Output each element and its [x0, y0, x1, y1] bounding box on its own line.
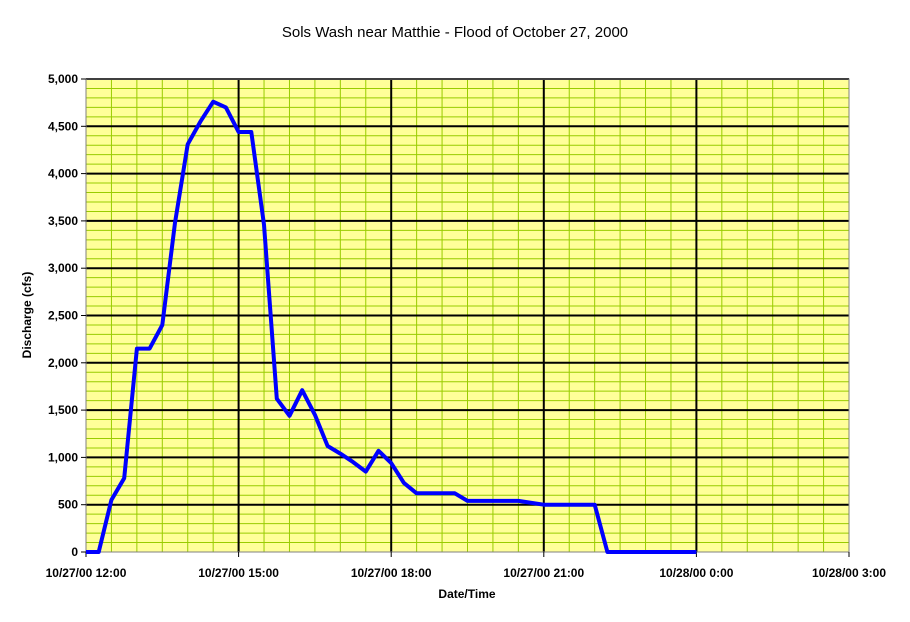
y-tick-label: 1,000 — [48, 450, 78, 464]
x-tick-label: 10/27/00 21:00 — [503, 566, 584, 580]
y-tick-label: 3,000 — [48, 261, 78, 275]
y-tick-label: 0 — [71, 545, 78, 559]
x-axis-label: Date/Time — [438, 587, 495, 601]
y-tick-label: 4,000 — [48, 167, 78, 181]
y-tick-label: 2,500 — [48, 309, 78, 323]
axis-ticks — [81, 78, 850, 557]
x-tick-label: 10/27/00 15:00 — [198, 566, 279, 580]
x-tick-label: 10/28/00 3:00 — [812, 566, 886, 580]
x-tick-label: 10/27/00 12:00 — [46, 566, 127, 580]
x-tick-labels: 10/27/00 12:00 10/27/00 15:00 10/27/00 18:… — [46, 566, 887, 580]
y-axis-label: Discharge (cfs) — [20, 272, 34, 359]
x-tick-label: 10/28/00 0:00 — [659, 566, 733, 580]
y-tick-label: 3,500 — [48, 214, 78, 228]
chart-title: Sols Wash near Matthie - Flood of Octobe… — [282, 24, 628, 41]
y-tick-label: 4,500 — [48, 119, 78, 133]
series-line-discharge — [86, 99, 697, 554]
minor-gridlines — [86, 79, 849, 552]
series-layer — [86, 99, 697, 554]
y-tick-labels: 0 500 1,000 1,500 2,000 2,500 3,000 3,500 4,000 4… — [48, 72, 78, 559]
y-tick-label: 1,500 — [48, 403, 78, 417]
y-tick-label: 500 — [58, 498, 78, 512]
y-tick-label: 2,000 — [48, 356, 78, 370]
y-tick-label: 5,000 — [48, 72, 78, 86]
x-tick-label: 10/27/00 18:00 — [351, 566, 432, 580]
